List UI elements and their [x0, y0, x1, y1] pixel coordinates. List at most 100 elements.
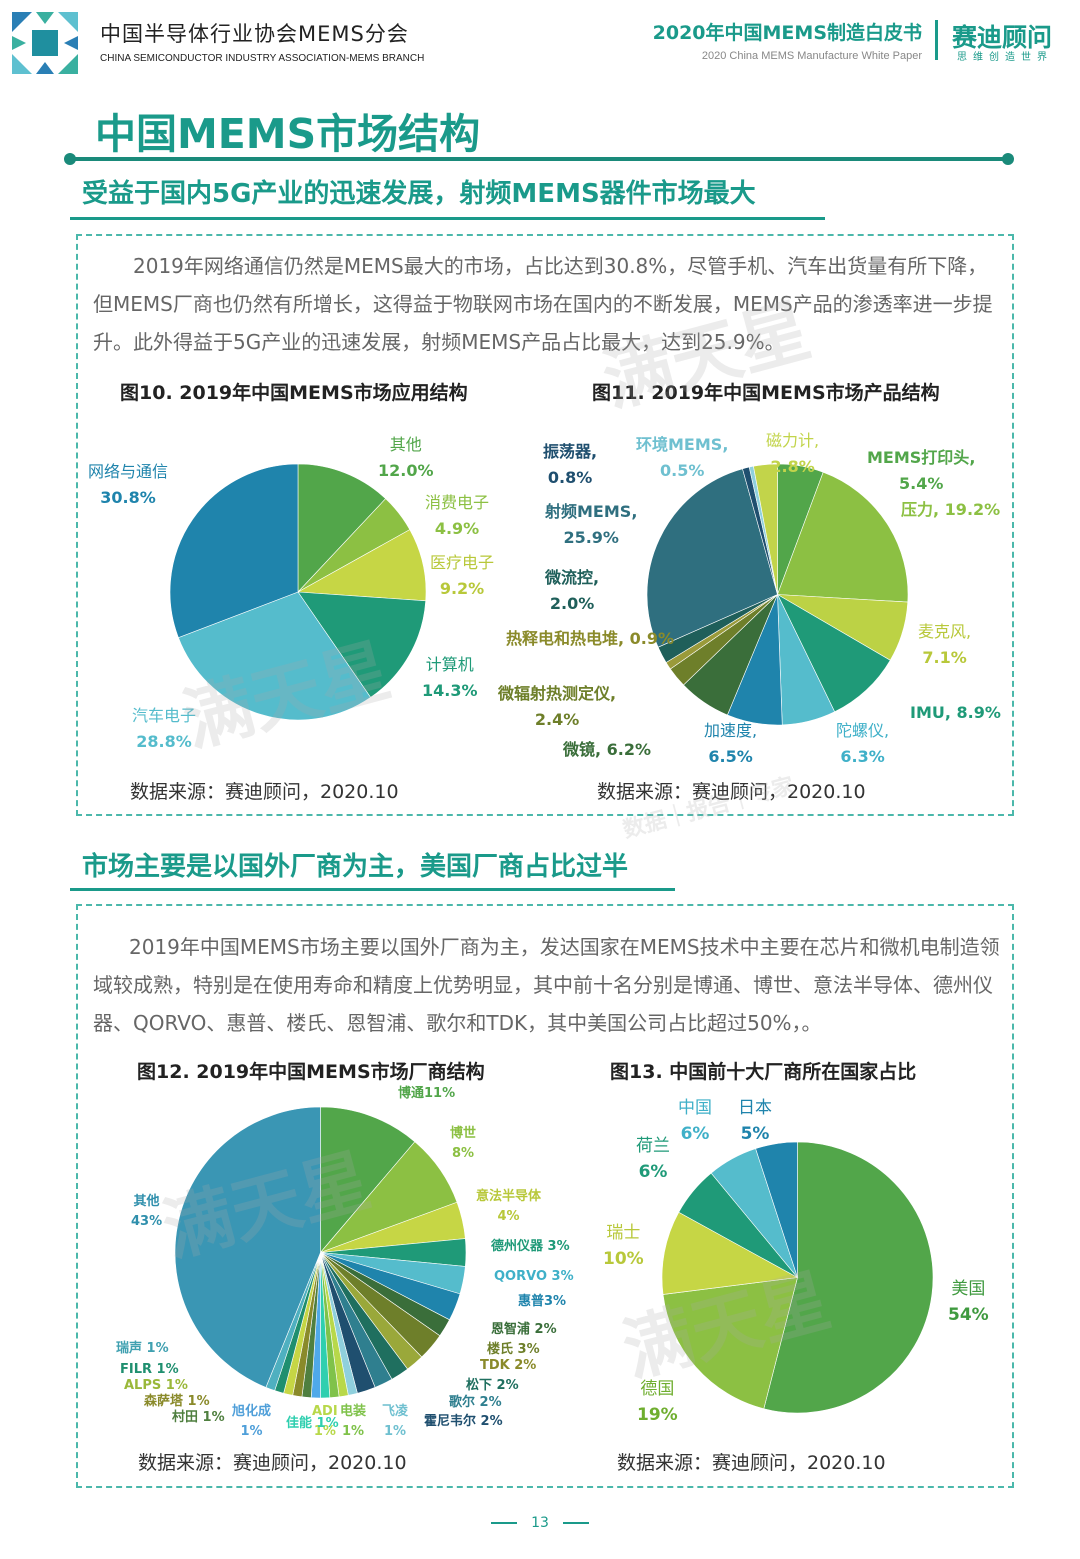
fig12-label-goertek: 歌尔 2%: [449, 1393, 502, 1413]
fig12-label-broadcom-name: 博通: [398, 1086, 425, 1101]
fig12-label-knowles-value: 3%: [517, 1342, 540, 1357]
fig13-label-japan-value: 5%: [740, 1124, 770, 1144]
fig12-label-aac-value: 1%: [146, 1341, 169, 1356]
fig12-label-bosch-value: 8%: [451, 1146, 475, 1161]
fig10-label-network: 网络与通信 30.8%: [88, 459, 168, 511]
fig10-label-computer: 计算机 14.3%: [422, 652, 478, 704]
fig10-label-network-value: 30.8%: [100, 488, 156, 507]
fig11-label-imu-value: 8.9%: [956, 703, 1001, 722]
fig13-source: 数据来源：赛迪顾问，2020.10: [617, 1452, 886, 1474]
fig12-label-other-value: 43%: [131, 1214, 163, 1229]
fig12-label-sensata-name: 森萨塔: [144, 1394, 184, 1409]
fig12-label-honeywell-name: 霍尼韦尔: [424, 1414, 477, 1429]
fig11-slice-13: [753, 463, 778, 595]
fig10-slice-0: [297, 463, 387, 593]
fig13-slice-2: [661, 1211, 799, 1295]
fig10-label-network-name: 网络与通信: [88, 462, 169, 481]
title-rule-dot-right: [1002, 153, 1014, 165]
section1-paragraph: 2019年网络通信仍然是MEMS最大的市场，占比达到30.8%，尽管手机、汽车出…: [93, 254, 993, 354]
fig11-label-microfluidic: 微流控, 2.0%: [545, 568, 600, 613]
section1-box: [76, 234, 1014, 816]
fig13-label-japan-name: 日本: [738, 1098, 772, 1118]
fig12-label-aac: 瑞声 1%: [116, 1339, 169, 1359]
fig11-label-micromirror-name: 微镜: [563, 740, 596, 759]
fig12-label-ti-value: 3%: [547, 1239, 570, 1254]
fig11-label-accelerometer: 加速度, 6.5%: [704, 721, 758, 766]
fig13-label-switzerland-value: 10%: [603, 1249, 644, 1269]
fig12-label-tdk-name: TDK: [480, 1358, 510, 1373]
fig13-label-netherlands: 荷兰 6%: [636, 1133, 670, 1185]
fig12-label-broadcom: 博通11%: [398, 1084, 455, 1104]
fig12-label-st-name: 意法半导体: [476, 1189, 542, 1204]
fig12-label-ti: 德州仪器 3%: [491, 1237, 570, 1257]
fig12-source: 数据来源：赛迪顾问，2020.10: [138, 1452, 407, 1474]
fig10-title: 图10. 2019年中国MEMS市场应用结构: [120, 382, 468, 404]
fig11-label-microphone-value: 7.1%: [922, 648, 967, 667]
fig12-label-panasonic-name: 松下: [466, 1378, 493, 1393]
header-divider: [935, 20, 938, 60]
fig12-label-filr-value: 1%: [156, 1362, 179, 1377]
page-title: 中国MEMS市场结构: [95, 110, 481, 158]
fig12-label-denso-name: 电装: [340, 1404, 367, 1419]
fig11-label-printhead-name: MEMS打印头: [867, 448, 970, 467]
fig12-label-ti-name: 德州仪器: [491, 1239, 544, 1254]
fig12-slice-22: [174, 1106, 321, 1388]
fig10-slice-3: [297, 591, 427, 698]
fig11-label-microfluidic-name: 微流控: [545, 568, 594, 587]
fig12-label-feiling: 飞凌 1%: [382, 1402, 408, 1442]
fig11-label-gyroscope-value: 6.3%: [840, 747, 885, 766]
fig13-label-china-value: 6%: [680, 1124, 710, 1144]
fig12-label-st-value: 4%: [497, 1209, 520, 1224]
fig12-label-other: 其他 43%: [131, 1192, 162, 1232]
fig11-label-rf: 射频MEMS, 25.9%: [545, 502, 638, 547]
fig10-label-other-value: 12.0%: [378, 461, 434, 480]
fig11-label-rf-value: 25.9%: [563, 528, 619, 547]
fig12-label-canon: 佳能 1%: [286, 1414, 339, 1434]
fig11-label-micromirror: 微镜, 6.2%: [563, 740, 652, 759]
fig11-label-micromirror-value: 6.2%: [606, 740, 652, 759]
brand-logo-text: 赛迪顾问: [952, 23, 1053, 52]
fig11-label-bolometer: 微辐射热测定仪, 2.4%: [498, 684, 617, 729]
fig12-label-goertek-name: 歌尔: [449, 1395, 476, 1410]
title-underline: [70, 157, 1010, 161]
fig12-label-feiling-value: 1%: [383, 1424, 407, 1439]
fig11-label-printhead-value: 5.4%: [899, 474, 944, 493]
fig11-label-environment-value: 0.5%: [660, 461, 705, 480]
fig12-label-canon-name: 佳能: [286, 1416, 313, 1431]
fig13-title: 图13. 中国前十大厂商所在国家占比: [610, 1061, 917, 1083]
page-number-rule-right: [563, 1522, 590, 1524]
fig11-label-gyroscope-name: 陀螺仪: [836, 721, 885, 740]
fig12-label-nxp-name: 恩智浦: [491, 1322, 531, 1337]
fig12-label-adi: ADI 1%: [312, 1402, 338, 1442]
fig12-label-qorvo-name: QORVO: [494, 1269, 547, 1284]
fig11-title: 图11. 2019年中国MEMS市场产品结构: [592, 382, 940, 404]
fig13-label-usa: 美国 54%: [948, 1276, 989, 1328]
fig12-label-nxp-value: 2%: [534, 1322, 557, 1337]
fig12-label-tdk-value: 2%: [514, 1358, 537, 1373]
page-number: 13: [0, 1515, 1080, 1531]
fig11-source: 数据来源：赛迪顾问，2020.10: [597, 781, 866, 803]
fig12-label-goertek-value: 2%: [479, 1395, 502, 1410]
fig12-pie-chart: [174, 1106, 467, 1399]
fig11-slice-10: [646, 468, 778, 648]
fig10-label-medical-name: 医疗电子: [430, 553, 495, 572]
fig12-label-knowles: 楼氏 3%: [487, 1340, 540, 1360]
fig11-label-oscillator-name: 振荡器: [543, 442, 592, 461]
fig11-label-rf-name: 射频MEMS: [545, 502, 632, 521]
fig10-source: 数据来源：赛迪顾问，2020.10: [130, 781, 399, 803]
fig12-label-denso-value: 1%: [341, 1424, 365, 1439]
fig12-title: 图12. 2019年中国MEMS市场厂商结构: [137, 1061, 485, 1083]
fig10-label-other-name: 其他: [389, 435, 422, 454]
fig12-label-hp-name: 惠普: [518, 1294, 545, 1309]
title-rule-dot-left: [64, 153, 76, 165]
fig12-label-murata: 村田 1%: [172, 1408, 225, 1428]
fig12-label-filr: FILR 1%: [120, 1360, 179, 1380]
fig12-label-alps: ALPS 1%: [124, 1376, 188, 1396]
fig10-label-auto-name: 汽车电子: [132, 706, 197, 725]
page-number-text: 13: [531, 1515, 549, 1531]
fig11-pie-chart: [646, 463, 909, 726]
fig11-label-oscillator: 振荡器, 0.8%: [543, 442, 598, 487]
fig10-pie-chart: [169, 463, 427, 721]
fig11-label-microphone: 麦克风, 7.1%: [918, 622, 972, 667]
fig12-label-murata-name: 村田: [172, 1410, 199, 1425]
